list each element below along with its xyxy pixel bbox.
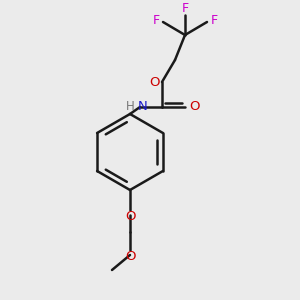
Text: F: F — [152, 14, 160, 26]
Text: F: F — [182, 2, 189, 16]
Text: H: H — [126, 100, 134, 113]
Text: N: N — [138, 100, 148, 113]
Text: O: O — [125, 250, 135, 263]
Text: O: O — [149, 76, 159, 88]
Text: O: O — [189, 100, 199, 113]
Text: F: F — [210, 14, 218, 26]
Text: O: O — [125, 211, 135, 224]
